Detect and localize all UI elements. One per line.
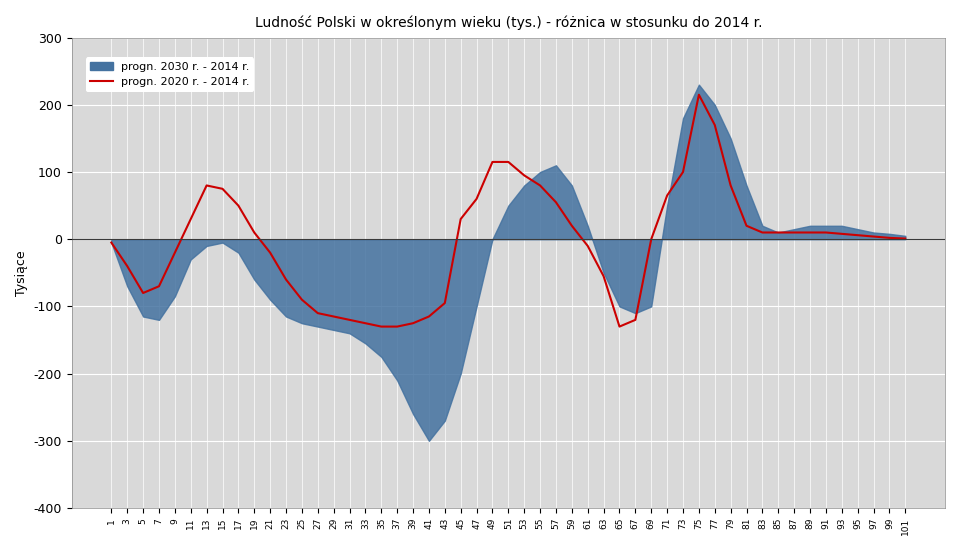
Y-axis label: Tysiące: Tysiące [15, 250, 28, 296]
Legend: progn. 2030 r. - 2014 r., progn. 2020 r. - 2014 r.: progn. 2030 r. - 2014 r., progn. 2020 r.… [86, 57, 254, 92]
Title: Ludność Polski w określonym wieku (tys.) - różnica w stosunku do 2014 r.: Ludność Polski w określonym wieku (tys.)… [254, 15, 762, 30]
